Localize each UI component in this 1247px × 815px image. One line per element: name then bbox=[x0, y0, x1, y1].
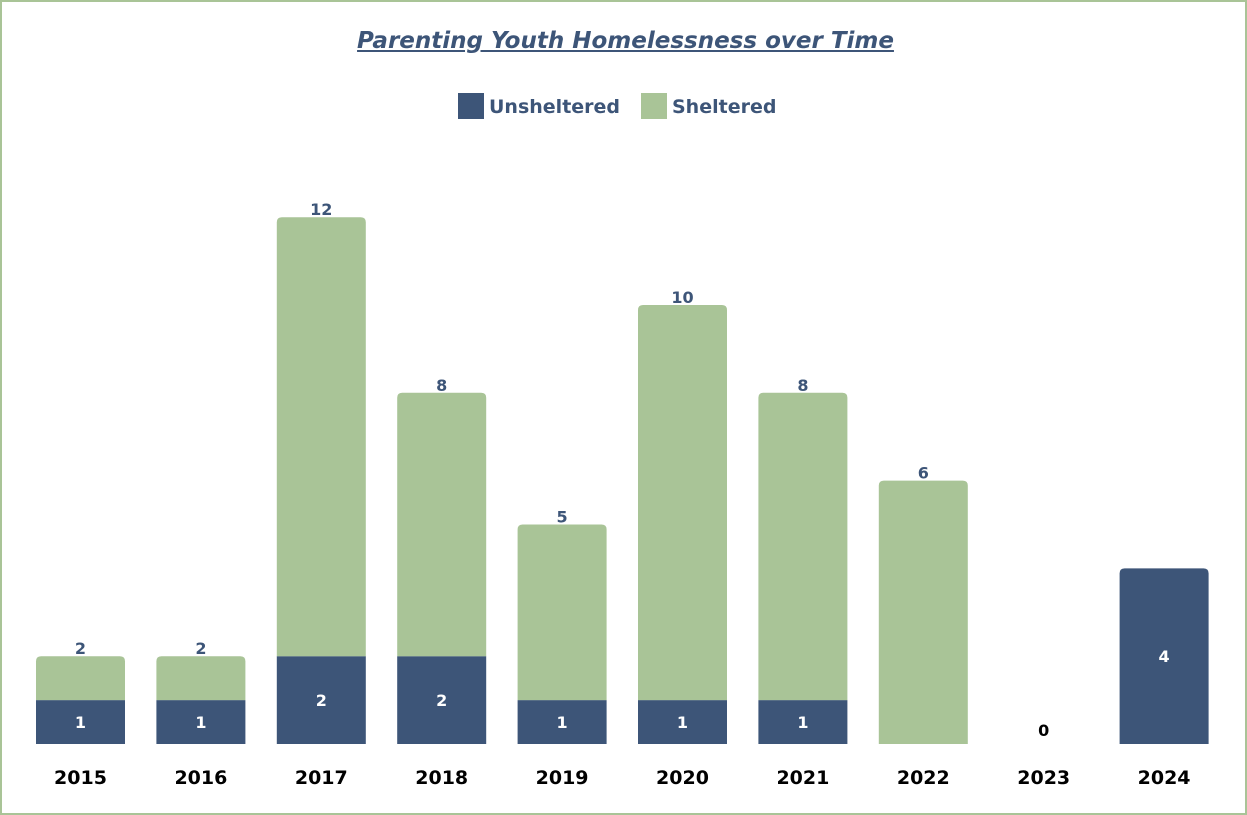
x-tick-2021: 2021 bbox=[776, 767, 829, 789]
label-unsheltered-2019: 1 bbox=[557, 713, 568, 732]
label-total-2022: 6 bbox=[918, 464, 929, 483]
bar-unsheltered-2019 bbox=[517, 700, 607, 744]
x-tick-2015: 2015 bbox=[54, 767, 107, 789]
bar-sheltered-2015 bbox=[36, 656, 125, 701]
bar-unsheltered-2020 bbox=[638, 700, 727, 744]
x-tick-2018: 2018 bbox=[415, 767, 468, 789]
label-unsheltered-2020: 1 bbox=[677, 713, 688, 732]
x-tick-2022: 2022 bbox=[897, 767, 950, 789]
label-total-2021: 8 bbox=[797, 376, 808, 395]
legend: Unsheltered Sheltered bbox=[458, 93, 776, 119]
label-unsheltered-2018: 2 bbox=[436, 691, 447, 710]
bar-sheltered-2016 bbox=[156, 656, 246, 701]
x-axis: 2015 2016 2017 2018 2019 2020 2021 2022 2023 2024 bbox=[54, 767, 1190, 789]
bars-layer bbox=[36, 217, 1209, 744]
label-unsheltered-2015: 1 bbox=[75, 713, 86, 732]
x-tick-2024: 2024 bbox=[1138, 767, 1191, 789]
bar-sheltered-2021 bbox=[758, 392, 848, 701]
bar-unsheltered-2018 bbox=[397, 656, 487, 744]
label-total-2015: 2 bbox=[75, 639, 86, 658]
label-total-2020: 10 bbox=[671, 288, 693, 307]
label-total-2019: 5 bbox=[557, 508, 568, 527]
legend-label-unsheltered: Unsheltered bbox=[489, 96, 620, 118]
legend-label-sheltered: Sheltered bbox=[672, 96, 776, 118]
bar-sheltered-2017 bbox=[276, 217, 366, 657]
label-total-2017: 12 bbox=[310, 200, 332, 219]
label-unsheltered-2021: 1 bbox=[797, 713, 808, 732]
bar-sheltered-2022 bbox=[878, 480, 968, 744]
bar-unsheltered-2021 bbox=[758, 700, 848, 744]
bar-unsheltered-2015 bbox=[36, 700, 125, 744]
x-tick-2019: 2019 bbox=[536, 767, 589, 789]
bar-sheltered-2018 bbox=[397, 392, 487, 657]
label-unsheltered-2016: 1 bbox=[195, 713, 206, 732]
bar-unsheltered-2016 bbox=[156, 700, 246, 744]
x-tick-2017: 2017 bbox=[295, 767, 348, 789]
legend-swatch-unsheltered bbox=[458, 93, 484, 119]
label-total-2016: 2 bbox=[195, 639, 206, 658]
legend-swatch-sheltered bbox=[641, 93, 667, 119]
bar-unsheltered-2017 bbox=[276, 656, 366, 744]
x-tick-2016: 2016 bbox=[174, 767, 227, 789]
x-tick-2023: 2023 bbox=[1017, 767, 1070, 789]
bar-sheltered-2019 bbox=[517, 524, 607, 701]
label-total-2018: 8 bbox=[436, 376, 447, 395]
x-tick-2020: 2020 bbox=[656, 767, 709, 789]
label-unsheltered-2024: 4 bbox=[1159, 647, 1170, 666]
bar-sheltered-2020 bbox=[638, 305, 727, 701]
chart-title: Parenting Youth Homelessness over Time bbox=[357, 28, 894, 54]
label-unsheltered-2017: 2 bbox=[316, 691, 327, 710]
bar-unsheltered-2024 bbox=[1119, 568, 1209, 744]
label-total-2023: 0 bbox=[1038, 721, 1049, 740]
